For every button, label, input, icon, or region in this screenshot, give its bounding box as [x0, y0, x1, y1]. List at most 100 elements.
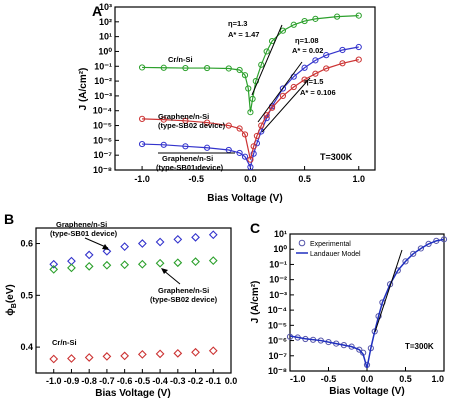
panel-c-y-tick-label: 10⁻³	[269, 290, 287, 300]
panel-c-point-experimental	[417, 245, 424, 252]
panel-b-y-axis: 0.4 0.5 0.6	[20, 239, 40, 352]
panel-c-legend: Experimental Landauer Model	[296, 239, 361, 258]
panel-b-point-1	[102, 260, 112, 270]
panel-a-fit-line-blue	[257, 61, 303, 123]
panel-b-y-title-unit: (eV)	[5, 284, 16, 303]
panel-b-point-2	[137, 349, 147, 359]
panel-a-blue-eta: η=1.08	[295, 36, 319, 45]
panel-a-point-0	[290, 21, 297, 28]
panel-c-y-tick-label: 10⁻⁵	[268, 320, 287, 330]
legend-label-experimental: Experimental	[310, 241, 351, 248]
panel-c-point-experimental	[425, 240, 432, 247]
panel-a-y-tick-label: 10⁻⁷	[94, 150, 113, 160]
panel-b-x-tick-label: 0.0	[225, 376, 238, 386]
panel-c-x-tick-label: -0.5	[321, 374, 337, 384]
panel-a-point-1	[339, 46, 346, 54]
panel-c-letter: C	[250, 220, 260, 236]
panel-c: C 10⁻⁸ 10⁻⁷ 10⁻⁶ 10⁻⁵ 10⁻⁴ 10⁻³ 10⁻² 10⁻¹ 10⁰ 10¹…	[250, 220, 448, 397]
legend-marker-experimental	[298, 239, 306, 247]
panel-a-point-2	[182, 117, 189, 124]
panel-a-x-tick-label: -1.0	[134, 174, 150, 184]
panel-a-label-cr: Cr/n-Si	[168, 55, 193, 64]
panel-a-point-2	[258, 122, 265, 129]
panel-a-point-0	[301, 17, 308, 25]
panel-b-x-axis: -1.0 -0.9 -0.8 -0.7 -0.6 -0.5 -0.4 -0.3 -0.2 -0.1…	[46, 369, 237, 386]
panel-b-frame	[35, 227, 232, 374]
panel-b-x-title: Bias Voltage (V)	[95, 388, 170, 399]
panel-b-point-1	[208, 256, 218, 266]
panel-a-point-2	[312, 70, 319, 77]
panel-b-point-0	[191, 232, 200, 242]
legend-label-landauer: Landauer Model	[310, 251, 361, 258]
panel-c-x-tick-label: 0.0	[361, 374, 374, 384]
panel-b-point-1	[155, 258, 165, 268]
panel-b-y-tick-label: 0.6	[20, 239, 33, 249]
panel-a-point-0	[182, 64, 189, 72]
panel-b-series	[49, 230, 218, 364]
panel-b-point-0	[208, 230, 218, 240]
panel-a-series-line-2	[142, 59, 359, 160]
panel-c-y-tick-label: 10⁻⁷	[269, 351, 288, 361]
panel-a-point-0	[160, 64, 167, 71]
panel-a-point-0	[236, 66, 243, 74]
panel-a-point-2	[203, 119, 211, 126]
panel-a-y-tick-label: 10⁻⁸	[93, 165, 112, 175]
panel-b-x-tick-label: -0.1	[206, 376, 222, 386]
panel-b-label-sb02-1: Graphene/n-Si	[158, 286, 209, 295]
panel-a-point-0	[279, 27, 287, 34]
panel-b-x-tick-label: -0.2	[188, 376, 204, 386]
panel-b-point-0	[84, 250, 94, 260]
panel-a-point-2	[263, 112, 270, 119]
panel-b-letter: B	[4, 211, 14, 227]
panel-b-point-0	[120, 242, 130, 252]
panel-a-y-tick-label: 10⁻¹	[94, 61, 112, 71]
panel-a-point-0	[225, 65, 232, 72]
panel-b-point-2	[84, 353, 94, 362]
panel-b-point-1	[84, 261, 94, 271]
panel-c-x-tick-label: 1.0	[431, 374, 444, 384]
panel-c-series	[286, 236, 448, 369]
panel-c-x-axis: -1.0 -0.5 0.0 0.5 1.0	[289, 367, 445, 384]
panel-a-point-1	[312, 57, 319, 64]
panel-b-point-1	[49, 265, 59, 274]
panel-b-x-tick-label: -0.6	[117, 376, 133, 386]
panel-a-point-2	[250, 143, 257, 150]
panel-b-y-title: ϕB(eV)	[5, 284, 18, 315]
panel-b-y-tick-label: 0.5	[20, 290, 33, 300]
panel-a-point-1	[182, 143, 189, 150]
panel-a-green-eta: η=1.3	[228, 19, 247, 28]
panel-a-point-2	[279, 92, 287, 100]
panel-a-label-sb01-2: (type-SB01 device)	[156, 163, 224, 172]
panel-b: B 0.4 0.5 0.6 -1.0 -0.9 -0.8 -0.7 -0.6 -0.5 -0.4…	[4, 211, 237, 399]
panel-a-point-2	[301, 76, 308, 83]
panel-b-x-tick-label: -0.3	[170, 376, 186, 386]
panel-a-point-0	[333, 13, 341, 20]
panel-a-point-2	[247, 156, 254, 163]
panel-a-x-tick-label: 1.0	[352, 174, 365, 184]
panel-a-point-0	[245, 85, 252, 92]
panel-c-y-tick-label: 10⁻⁸	[268, 366, 287, 376]
panel-b-point-2	[67, 354, 76, 363]
panel-a-letter: A	[92, 3, 102, 19]
panel-b-point-1	[191, 257, 200, 267]
panel-b-point-0	[102, 246, 112, 256]
panel-a-point-2	[241, 131, 249, 138]
panel-a-point-2	[225, 122, 232, 129]
panel-c-point-experimental	[356, 346, 363, 353]
panel-c-y-tick-label: 10⁻¹	[269, 259, 287, 269]
panel-a-temperature: T=300K	[320, 152, 353, 162]
panel-b-point-0	[137, 239, 147, 248]
panel-a-point-2	[253, 132, 261, 140]
panel-a-red-a: A* = 0.106	[300, 88, 336, 97]
panel-c-y-tick-label: 10⁰	[273, 244, 287, 254]
panel-b-point-1	[120, 260, 130, 270]
panel-a-x-tick-label: 0.0	[244, 174, 257, 184]
panel-a-y-title: J (A/cm²)	[78, 68, 89, 111]
panel-b-x-tick-label: -0.5	[135, 376, 151, 386]
panel-a-blue-a: A* = 0.02	[292, 46, 323, 55]
panel-b-x-tick-label: -0.7	[99, 376, 115, 386]
panel-a-point-2	[160, 116, 167, 123]
panel-b-y-tick-label: 0.4	[20, 342, 33, 352]
panel-a-point-1	[241, 153, 249, 160]
